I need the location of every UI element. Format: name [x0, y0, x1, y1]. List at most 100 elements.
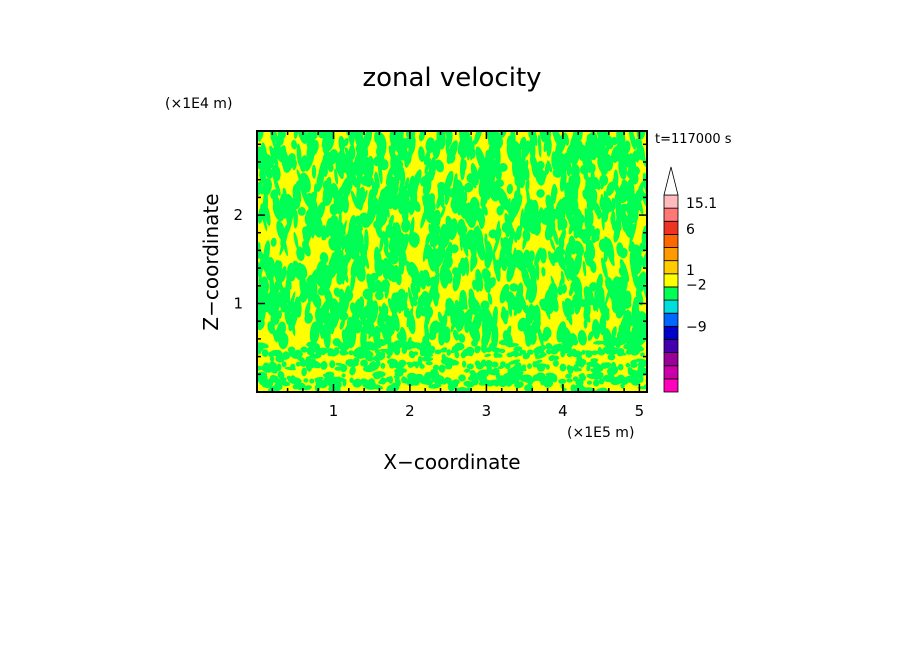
field-patch — [407, 375, 415, 384]
field-patch — [603, 346, 611, 354]
field-patch — [540, 378, 545, 386]
colorbar-level — [663, 352, 679, 367]
field-patch — [462, 235, 472, 246]
field-patch — [394, 347, 401, 356]
field-patch — [323, 378, 329, 386]
field-patch — [481, 328, 492, 352]
field-patch — [269, 131, 277, 151]
field-patch — [565, 373, 572, 379]
field-patch — [504, 291, 512, 303]
field-patch — [630, 362, 638, 368]
field-patch — [611, 295, 620, 310]
field-patch — [338, 178, 348, 200]
field-patch — [632, 150, 642, 162]
field-patch — [511, 370, 524, 376]
field-patch — [335, 376, 343, 384]
field-patch — [564, 241, 572, 266]
field-patch — [599, 378, 605, 385]
field-patch — [348, 350, 355, 356]
field-patch — [603, 236, 615, 261]
field-patch — [500, 361, 506, 368]
field-patch — [604, 308, 610, 318]
field-patch — [552, 375, 558, 383]
field-patch — [548, 345, 556, 350]
field-patch — [398, 359, 407, 367]
field-patch — [559, 196, 569, 211]
field-patch — [512, 376, 519, 384]
field-patch — [334, 314, 340, 328]
field-patch — [597, 365, 604, 372]
field-patch — [333, 195, 344, 215]
field-patch — [615, 343, 621, 349]
field-patch — [378, 305, 383, 315]
field-patch — [469, 370, 476, 375]
field-patch — [537, 134, 542, 158]
field-patch — [618, 156, 627, 180]
field-patch — [330, 183, 339, 200]
field-patch — [566, 378, 573, 383]
field-patch — [300, 172, 311, 193]
field-patch — [346, 324, 354, 344]
field-patch — [340, 364, 348, 373]
field-patch — [362, 304, 373, 319]
field-patch — [356, 187, 364, 211]
field-patch — [635, 311, 647, 326]
field-patch — [492, 252, 497, 275]
field-patch — [381, 350, 386, 359]
field-patch — [374, 342, 382, 349]
field-patch — [458, 374, 466, 382]
field-patch — [450, 244, 459, 254]
field-patch — [401, 202, 407, 218]
colorbar-extend-arrow — [663, 166, 679, 196]
field-patch — [409, 216, 415, 241]
field-patch — [314, 201, 326, 222]
field-patch — [453, 312, 461, 333]
field-patch — [369, 284, 373, 305]
colorbar-label: 6 — [686, 222, 695, 238]
field-patch — [470, 162, 479, 186]
field-patch — [474, 131, 483, 145]
field-patch — [271, 370, 278, 374]
field-patch — [348, 359, 355, 367]
field-patch — [476, 369, 489, 379]
chart-title: zonal velocity — [362, 63, 541, 93]
field-patch — [347, 247, 356, 258]
field-patch — [583, 318, 588, 329]
colorbar-label: −2 — [686, 277, 707, 293]
field-patch — [601, 257, 608, 280]
field-patch — [537, 324, 544, 348]
field-patch — [446, 361, 452, 369]
field-patch — [611, 326, 617, 340]
field-patch — [481, 268, 490, 280]
field-patch — [419, 350, 426, 357]
field-patch — [579, 374, 587, 382]
field-patch — [487, 292, 493, 305]
field-patch — [541, 267, 546, 277]
field-patch — [365, 365, 379, 373]
field-patch — [617, 374, 625, 382]
field-patch — [479, 376, 488, 384]
field-patch — [543, 207, 555, 231]
time-label: t=117000 s — [655, 132, 732, 147]
field-patch — [348, 131, 355, 150]
field-patch — [270, 189, 279, 200]
field-patch — [323, 323, 331, 350]
field-patch — [604, 283, 612, 306]
field-patch — [463, 159, 467, 171]
field-patch — [462, 312, 469, 323]
field-patch — [287, 346, 296, 354]
field-patch — [527, 349, 534, 355]
field-patch — [425, 361, 433, 366]
field-patch — [445, 145, 451, 158]
field-patch — [387, 316, 393, 337]
field-patch — [602, 309, 606, 321]
field-patch — [432, 247, 439, 260]
field-patch — [502, 330, 513, 348]
field-patch — [374, 173, 379, 190]
field-patch — [459, 257, 466, 272]
field-patch — [415, 346, 426, 351]
field-patch — [391, 241, 400, 265]
field-patch — [361, 131, 373, 152]
field-patch — [459, 291, 468, 310]
field-patch — [532, 374, 540, 380]
